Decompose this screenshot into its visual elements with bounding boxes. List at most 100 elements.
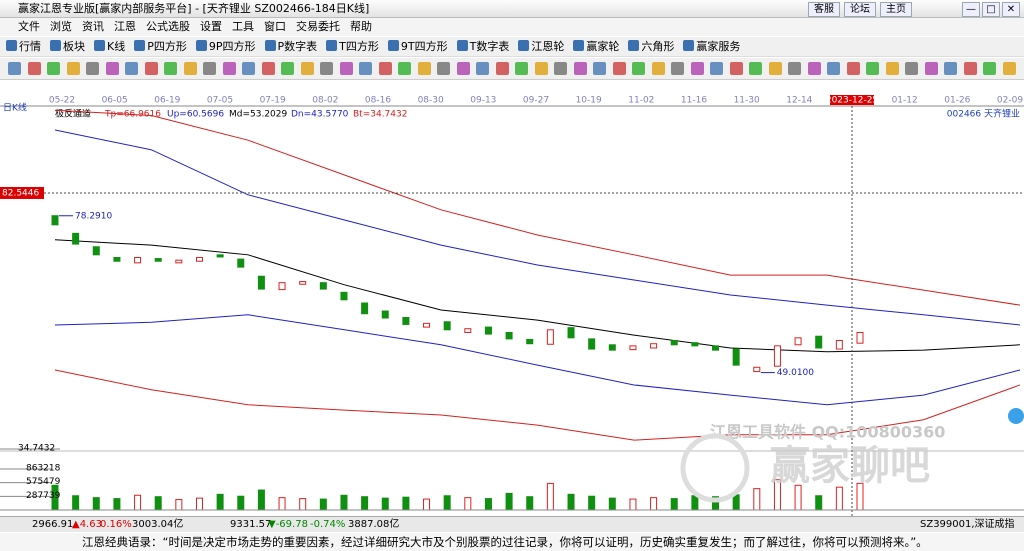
toolbar-button[interactable]: P四方形: [134, 40, 187, 53]
tool-icon[interactable]: [456, 62, 470, 75]
toolbar-button[interactable]: P数字表: [265, 40, 318, 53]
candle: [113, 256, 121, 262]
date-label: 06-05: [102, 96, 128, 106]
menu-item[interactable]: 浏览: [50, 20, 72, 33]
tool-icon[interactable]: [534, 62, 548, 75]
tool-icon[interactable]: [398, 62, 411, 75]
volume-bar: [154, 496, 162, 511]
menu-item[interactable]: 工具: [232, 20, 254, 33]
tool-icon[interactable]: [300, 62, 314, 75]
window-button[interactable]: 主页: [880, 2, 912, 17]
volume-bar: [464, 497, 472, 511]
tool-icon[interactable]: [573, 62, 587, 75]
tool-icon[interactable]: [203, 62, 216, 75]
window-control[interactable]: —: [962, 2, 980, 17]
tool-icon[interactable]: [768, 62, 782, 75]
tool-icon[interactable]: [749, 62, 762, 75]
window-control[interactable]: □: [982, 2, 1000, 17]
status-bar: 2966.91 ▲4.63 0.16% 3003.04亿 9331.57 ▼-69.78-…: [0, 516, 1024, 532]
candle: [526, 338, 534, 345]
menu-item[interactable]: 文件: [18, 20, 40, 33]
toolbar-button[interactable]: 9T四方形: [388, 40, 448, 53]
volume-bar: [650, 497, 658, 511]
tool-icon[interactable]: [417, 62, 431, 75]
tool-icon[interactable]: [944, 62, 957, 75]
tool-icon[interactable]: [66, 62, 80, 75]
menu-item[interactable]: 设置: [200, 20, 222, 33]
tool-icon[interactable]: [866, 62, 879, 75]
menu-item[interactable]: 江恩: [114, 20, 136, 33]
tool-icon[interactable]: [8, 62, 21, 75]
window-button[interactable]: 客服: [808, 2, 840, 17]
tool-icon[interactable]: [47, 62, 60, 75]
tool-icon[interactable]: [885, 62, 899, 75]
volume-bar: [381, 497, 389, 511]
volume-bar: [237, 495, 245, 511]
tool-icon[interactable]: [846, 62, 860, 75]
toolbar-button[interactable]: 行情: [6, 40, 41, 53]
toolbar-button[interactable]: T四方形: [326, 40, 379, 53]
volume-bar: [794, 484, 802, 511]
tool-icon[interactable]: [144, 62, 158, 75]
tool-icon[interactable]: [983, 62, 996, 75]
volume-bar: [134, 494, 142, 511]
tool-icon[interactable]: [905, 62, 918, 75]
tool-icon[interactable]: [671, 62, 684, 75]
tool-icon[interactable]: [339, 62, 353, 75]
tool-icon[interactable]: [437, 62, 450, 75]
menu-item[interactable]: 资讯: [82, 20, 104, 33]
tool-icon[interactable]: [281, 62, 294, 75]
tool-icon[interactable]: [924, 62, 938, 75]
toolbar-button[interactable]: K线: [94, 40, 125, 53]
toolbar-button[interactable]: 9P四方形: [196, 40, 256, 53]
tool-icon[interactable]: [495, 62, 509, 75]
toolbar-button[interactable]: 赢家服务: [683, 40, 740, 53]
tool-icon[interactable]: [125, 62, 138, 75]
window-button[interactable]: 论坛: [844, 2, 876, 17]
status-item: 0.16%: [100, 519, 132, 530]
tool-icon[interactable]: [1002, 62, 1016, 75]
tool-icon[interactable]: [593, 62, 606, 75]
tool-icon[interactable]: [963, 62, 977, 75]
volume-bar: [835, 486, 843, 511]
status-item: 3003.04亿: [132, 519, 184, 530]
tool-icon[interactable]: [86, 62, 99, 75]
tool-icon[interactable]: [632, 62, 645, 75]
volume-bar: [732, 494, 740, 511]
tool-icon[interactable]: [378, 62, 392, 75]
candle: [856, 331, 864, 344]
menu-item[interactable]: 交易委托: [296, 20, 340, 33]
tool-icon[interactable]: [651, 62, 665, 75]
tool-icon[interactable]: [515, 62, 528, 75]
toolbar-button[interactable]: T数字表: [457, 40, 510, 53]
tool-icon[interactable]: [710, 62, 723, 75]
window-control[interactable]: ✕: [1002, 2, 1020, 17]
tool-icon[interactable]: [222, 62, 236, 75]
date-label: 11-02: [628, 96, 654, 106]
menu-item[interactable]: 窗口: [264, 20, 286, 33]
tool-icon[interactable]: [164, 62, 177, 75]
tool-icon[interactable]: [827, 62, 840, 75]
tool-icon[interactable]: [729, 62, 743, 75]
tool-icon[interactable]: [105, 62, 119, 75]
tool-icon[interactable]: [476, 62, 489, 75]
tool-icon[interactable]: [788, 62, 801, 75]
menu-item[interactable]: 公式选股: [146, 20, 190, 33]
tool-icon[interactable]: [27, 62, 41, 75]
tool-icon[interactable]: [183, 62, 197, 75]
tool-icon[interactable]: [690, 62, 704, 75]
tool-icon[interactable]: [554, 62, 567, 75]
tool-icon[interactable]: [807, 62, 821, 75]
toolbar-button[interactable]: 板块: [50, 40, 85, 53]
toolbar-button[interactable]: 六角形: [628, 40, 674, 53]
tool-icon[interactable]: [242, 62, 255, 75]
volume-bar: [670, 498, 678, 511]
toolbar-button[interactable]: 江恩轮: [518, 40, 564, 53]
channel-line: [54, 239, 1021, 353]
tool-icon[interactable]: [359, 62, 372, 75]
tool-icon[interactable]: [320, 62, 333, 75]
tool-icon[interactable]: [261, 62, 275, 75]
toolbar-button[interactable]: 赢家轮: [573, 40, 619, 53]
tool-icon[interactable]: [612, 62, 626, 75]
menu-item[interactable]: 帮助: [350, 20, 372, 33]
